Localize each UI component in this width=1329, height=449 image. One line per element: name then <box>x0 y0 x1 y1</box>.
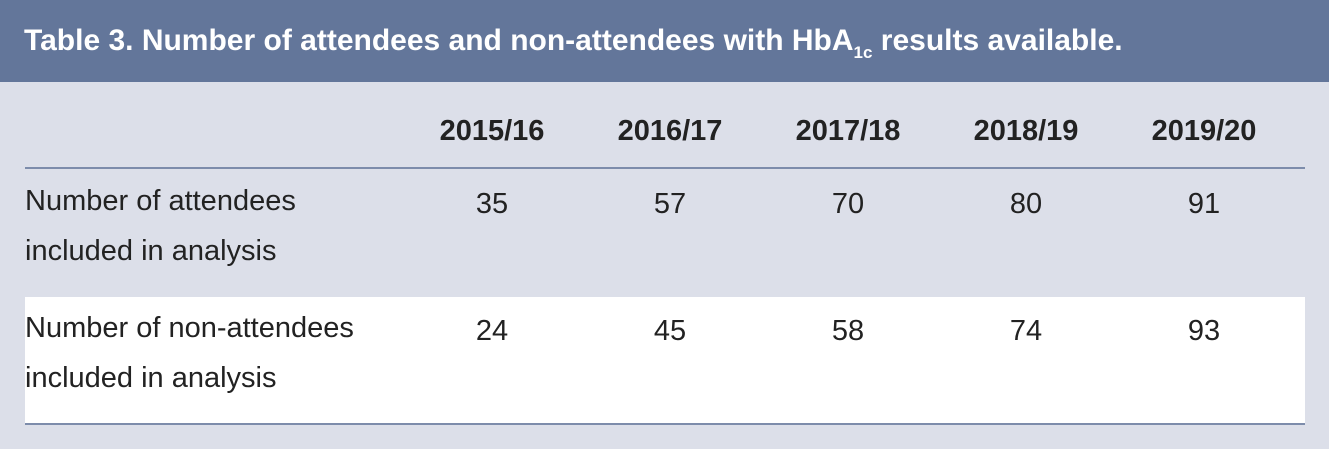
header-rule <box>25 167 1305 169</box>
row-label: included in analysis <box>25 235 277 267</box>
title: Table 3. Number of attendees and non-att… <box>24 24 854 57</box>
cell-value: 74 <box>1009 315 1043 347</box>
title-end: results available. <box>872 24 1123 57</box>
cell-value: 80 <box>1009 188 1043 220</box>
column-header: 2019/20 <box>1151 115 1257 147</box>
cell-value: 91 <box>1187 188 1221 220</box>
column-header: 2016/17 <box>617 115 723 147</box>
column-header: 2018/19 <box>973 115 1079 147</box>
row-label: Number of non-attendees <box>25 312 354 344</box>
bottom-rule <box>25 423 1305 425</box>
title-bar: Table 3. Number of attendees and non-att… <box>0 0 1329 82</box>
row-label: Number of attendees <box>25 185 296 217</box>
cell-value: 70 <box>831 188 865 220</box>
column-header: 2015/16 <box>439 115 545 147</box>
cell-value: 45 <box>653 315 687 347</box>
cell-value: 57 <box>653 188 687 220</box>
cell-value: 35 <box>475 188 509 220</box>
cell-value: 24 <box>475 315 509 347</box>
title-subscript: 1c <box>853 43 873 62</box>
cell-value: 58 <box>831 315 865 347</box>
column-header: 2017/18 <box>795 115 901 147</box>
row-label: included in analysis <box>25 362 277 394</box>
cell-value: 93 <box>1187 315 1221 347</box>
row-background <box>25 297 1305 423</box>
